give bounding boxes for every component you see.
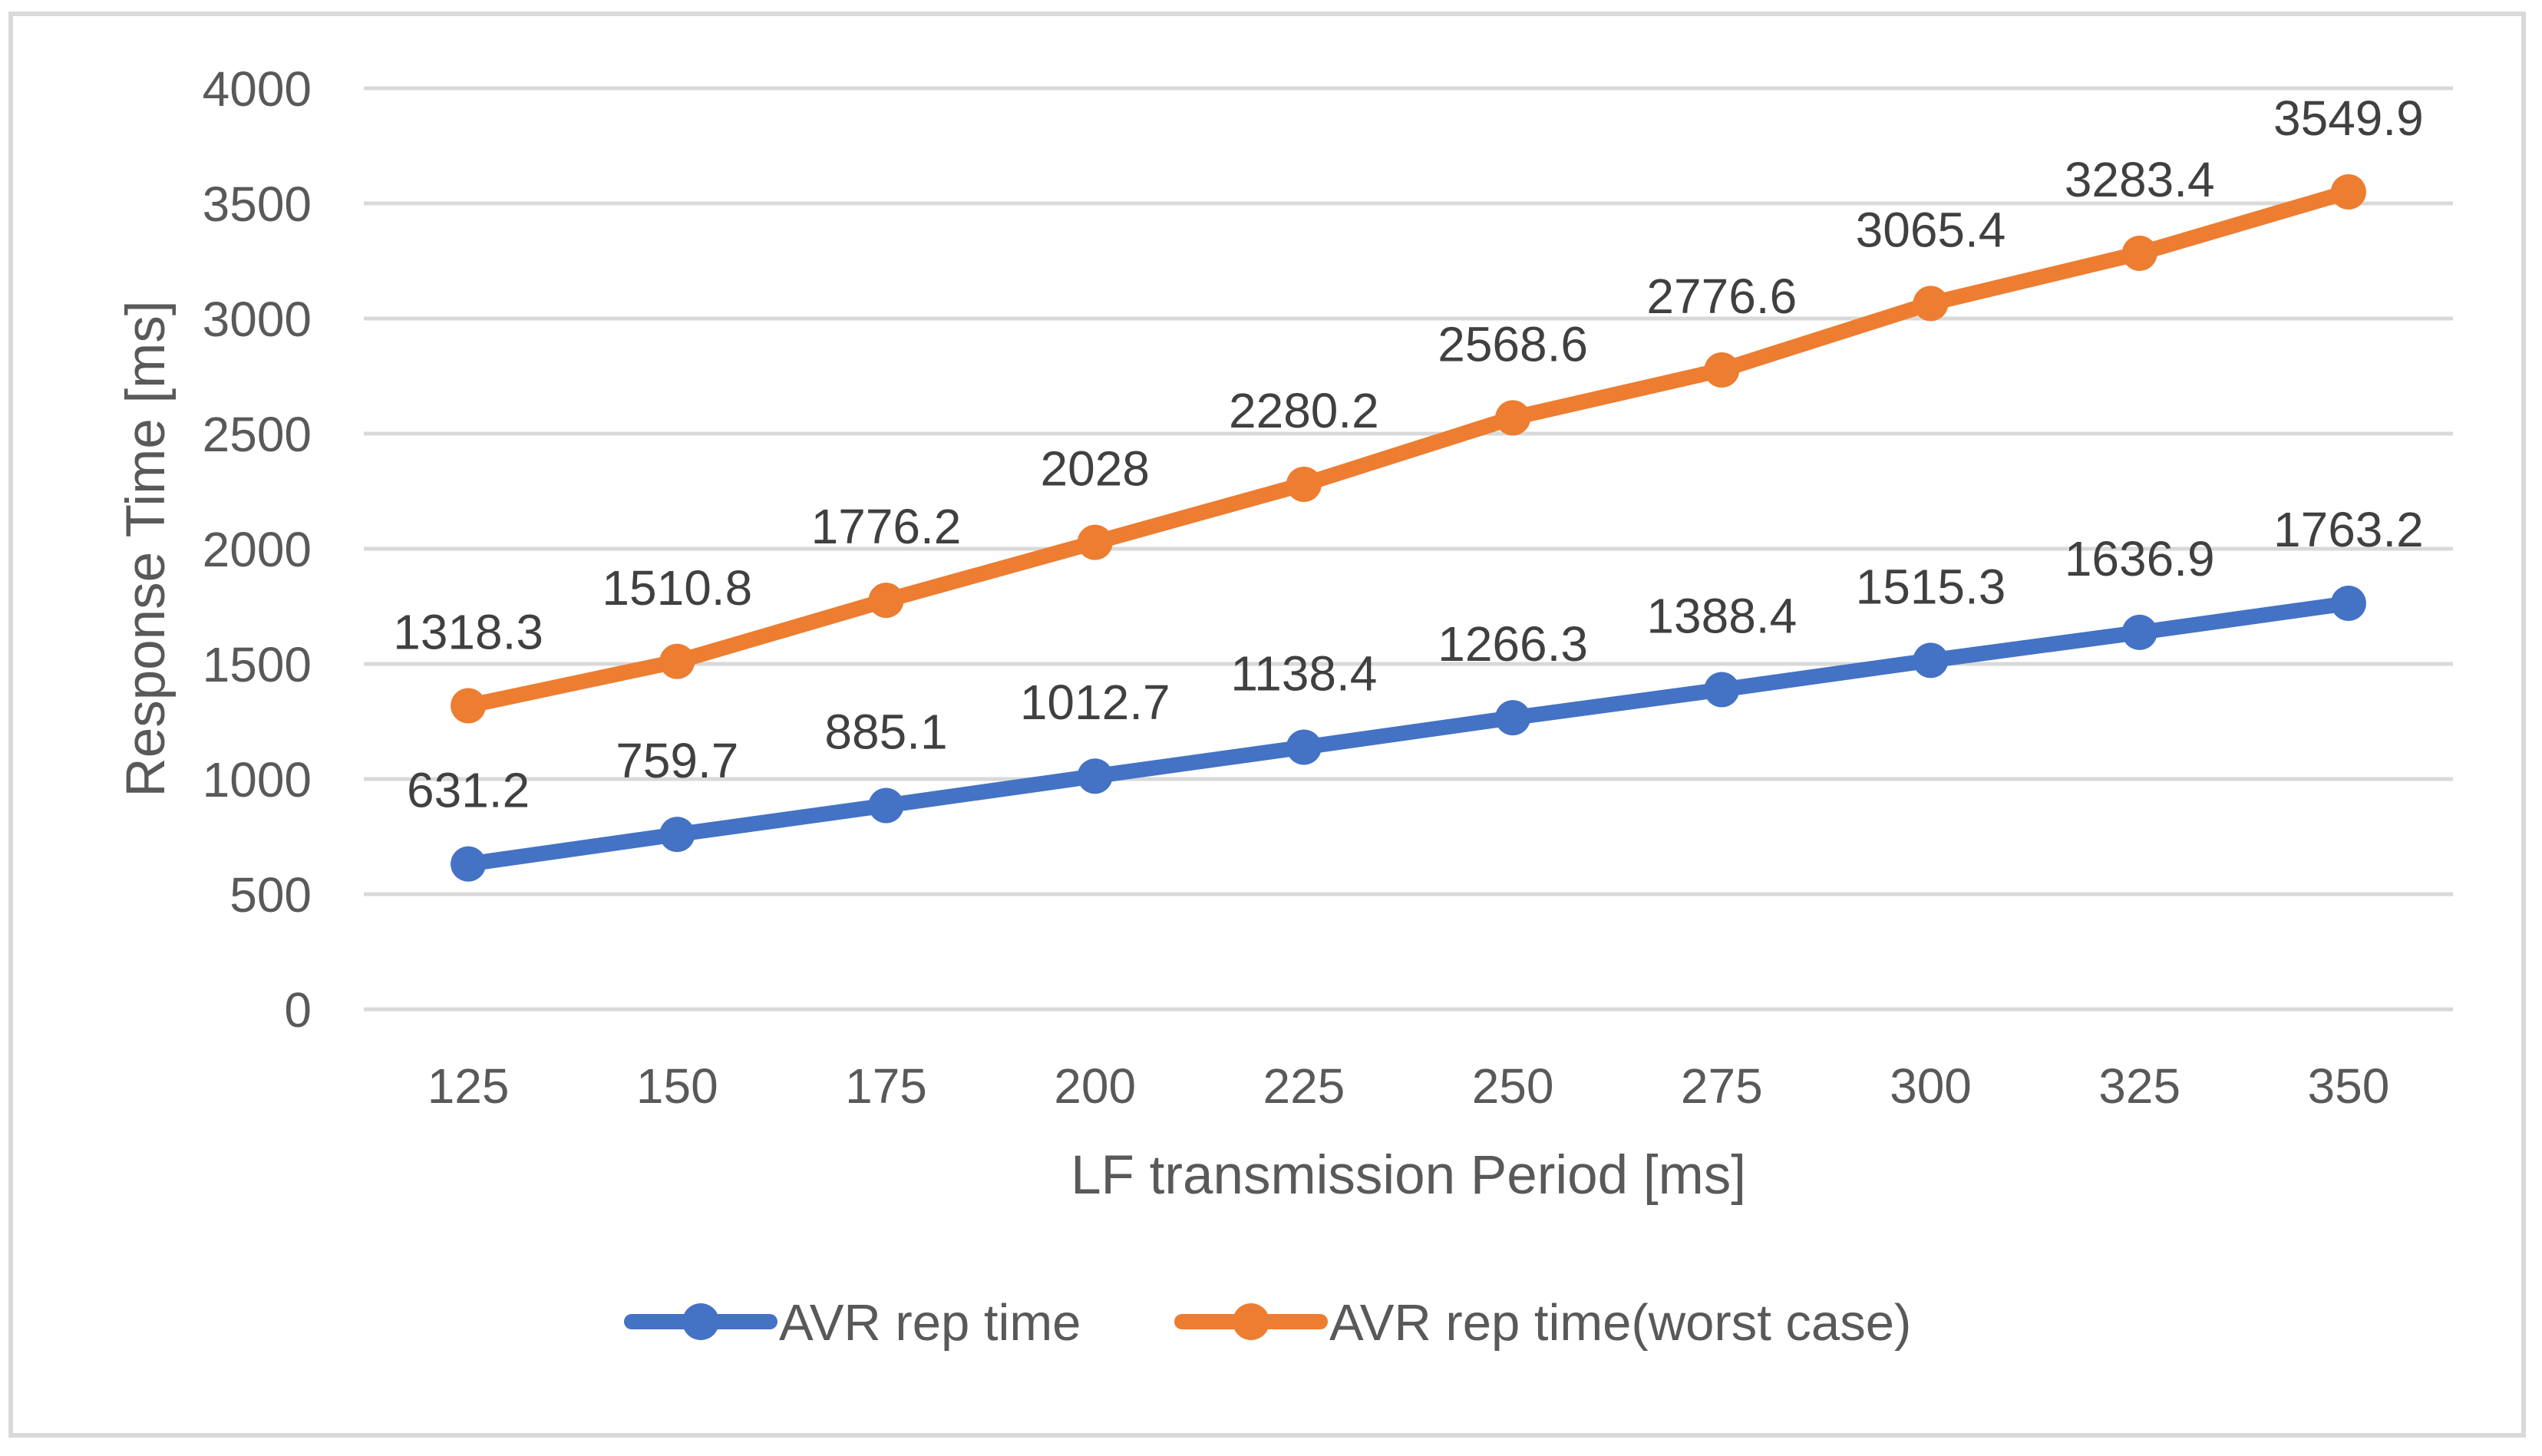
marker-avr-rep-time-125 [451, 846, 487, 882]
data-label-avr-rep-time-125: 631.2 [407, 763, 530, 818]
y-tick-label-1000: 1000 [203, 752, 312, 807]
y-axis-tick-labels: 0 500 1000 1500 2000 2500 3000 3500 4000 [203, 61, 312, 1038]
marker-avr-rep-time-200 [1077, 758, 1113, 794]
marker-avr-rep-time-350 [2330, 586, 2366, 622]
y-tick-label-500: 500 [229, 867, 312, 923]
y-tick-label-4000: 4000 [203, 61, 312, 117]
marker-avr-rep-time-worst-case-300 [1913, 286, 1949, 322]
data-label-avr-rep-time-325: 1636.9 [2065, 531, 2215, 586]
x-tick-label-350: 350 [2308, 1058, 2390, 1114]
data-label-avr-rep-time-worst-case-125: 1318.3 [393, 605, 543, 660]
data-label-avr-rep-time-worst-case-350: 3549.9 [2273, 91, 2424, 146]
marker-avr-rep-time-worst-case-250 [1495, 400, 1531, 436]
marker-avr-rep-time-worst-case-275 [1704, 352, 1740, 388]
x-tick-label-275: 275 [1681, 1058, 1763, 1114]
data-label-avr-rep-time-275: 1388.4 [1646, 588, 1797, 643]
legend-item-avr-rep-time: AVR rep time [624, 1294, 1081, 1352]
data-label-avr-rep-time-250: 1266.3 [1438, 616, 1588, 672]
y-tick-label-0: 0 [284, 982, 312, 1038]
data-label-avr-rep-time-350: 1763.2 [2273, 502, 2424, 557]
marker-avr-rep-time-300 [1913, 642, 1949, 678]
y-tick-label-1500: 1500 [203, 637, 312, 692]
series-line-avr-rep-time [461, 596, 2356, 872]
x-tick-label-300: 300 [1890, 1058, 1972, 1114]
marker-avr-rep-time-worst-case-200 [1077, 524, 1113, 560]
legend-label-avr-rep-time: AVR rep time [779, 1294, 1081, 1352]
data-label-avr-rep-time-worst-case-150: 1510.8 [602, 560, 752, 616]
data-label-avr-rep-time-worst-case-250: 2568.6 [1438, 316, 1588, 371]
data-label-avr-rep-time-worst-case-200: 2028 [1041, 441, 1150, 497]
x-tick-label-175: 175 [845, 1058, 927, 1114]
data-label-avr-rep-time-worst-case-275: 2776.6 [1646, 269, 1797, 324]
data-labels: 631.2 759.7 885.1 1012.7 1138.4 1266.3 1388.4 1… [393, 91, 2424, 818]
y-tick-label-3500: 3500 [203, 177, 312, 232]
marker-avr-rep-time-175 [868, 787, 904, 824]
data-label-avr-rep-time-200: 1012.7 [1020, 675, 1170, 730]
y-axis-title: Response Time [ms] [116, 300, 177, 797]
marker-avr-rep-time-150 [659, 817, 695, 853]
marker-avr-rep-time-worst-case-325 [2121, 235, 2157, 271]
series-lines [451, 174, 2366, 882]
x-tick-label-150: 150 [636, 1058, 718, 1114]
gridlines [364, 86, 2453, 1012]
marker-avr-rep-time-225 [1286, 729, 1322, 765]
x-tick-label-325: 325 [2098, 1058, 2181, 1114]
marker-avr-rep-time-325 [2121, 614, 2157, 650]
data-label-avr-rep-time-worst-case-300: 3065.4 [1856, 202, 2006, 257]
data-label-avr-rep-time-300: 1515.3 [1856, 559, 2006, 614]
legend-label-avr-rep-time-worst-case: AVR rep time(worst case) [1329, 1294, 1911, 1352]
marker-avr-rep-time-275 [1704, 672, 1740, 708]
x-tick-label-225: 225 [1263, 1058, 1345, 1114]
x-tick-label-250: 250 [1472, 1058, 1554, 1114]
marker-avr-rep-time-worst-case-175 [868, 583, 904, 619]
x-tick-label-125: 125 [428, 1058, 510, 1114]
y-tick-label-2500: 2500 [203, 407, 312, 462]
data-label-avr-rep-time-150: 759.7 [616, 733, 738, 788]
x-axis-tick-labels: 125 150 175 200 225 250 275 300 325 350 [428, 1058, 2390, 1114]
marker-avr-rep-time-worst-case-150 [659, 643, 695, 679]
marker-avr-rep-time-worst-case-225 [1286, 466, 1322, 502]
data-label-avr-rep-time-worst-case-225: 2280.2 [1229, 383, 1379, 438]
x-tick-label-200: 200 [1054, 1058, 1136, 1114]
marker-avr-rep-time-250 [1495, 700, 1531, 736]
x-axis-title: LF transmission Period [ms] [1071, 1145, 1746, 1206]
legend: AVR rep time AVR rep time(worst case) [624, 1294, 1911, 1352]
legend-marker-avr-rep-time [682, 1303, 719, 1340]
series-line-avr-rep-time-worst-case [461, 184, 2356, 714]
data-label-avr-rep-time-worst-case-175: 1776.2 [811, 499, 962, 554]
legend-item-avr-rep-time-worst-case: AVR rep time(worst case) [1174, 1294, 1911, 1352]
marker-avr-rep-time-worst-case-125 [451, 688, 487, 724]
data-label-avr-rep-time-225: 1138.4 [1230, 645, 1377, 701]
marker-avr-rep-time-worst-case-350 [2330, 174, 2366, 210]
y-tick-label-2000: 2000 [203, 522, 312, 577]
y-tick-label-3000: 3000 [203, 292, 312, 347]
data-label-avr-rep-time-175: 885.1 [824, 704, 947, 759]
legend-marker-avr-rep-time-worst-case [1233, 1303, 1269, 1340]
data-label-avr-rep-time-worst-case-325: 3283.4 [2065, 152, 2215, 207]
chart-border [8, 12, 2526, 1438]
